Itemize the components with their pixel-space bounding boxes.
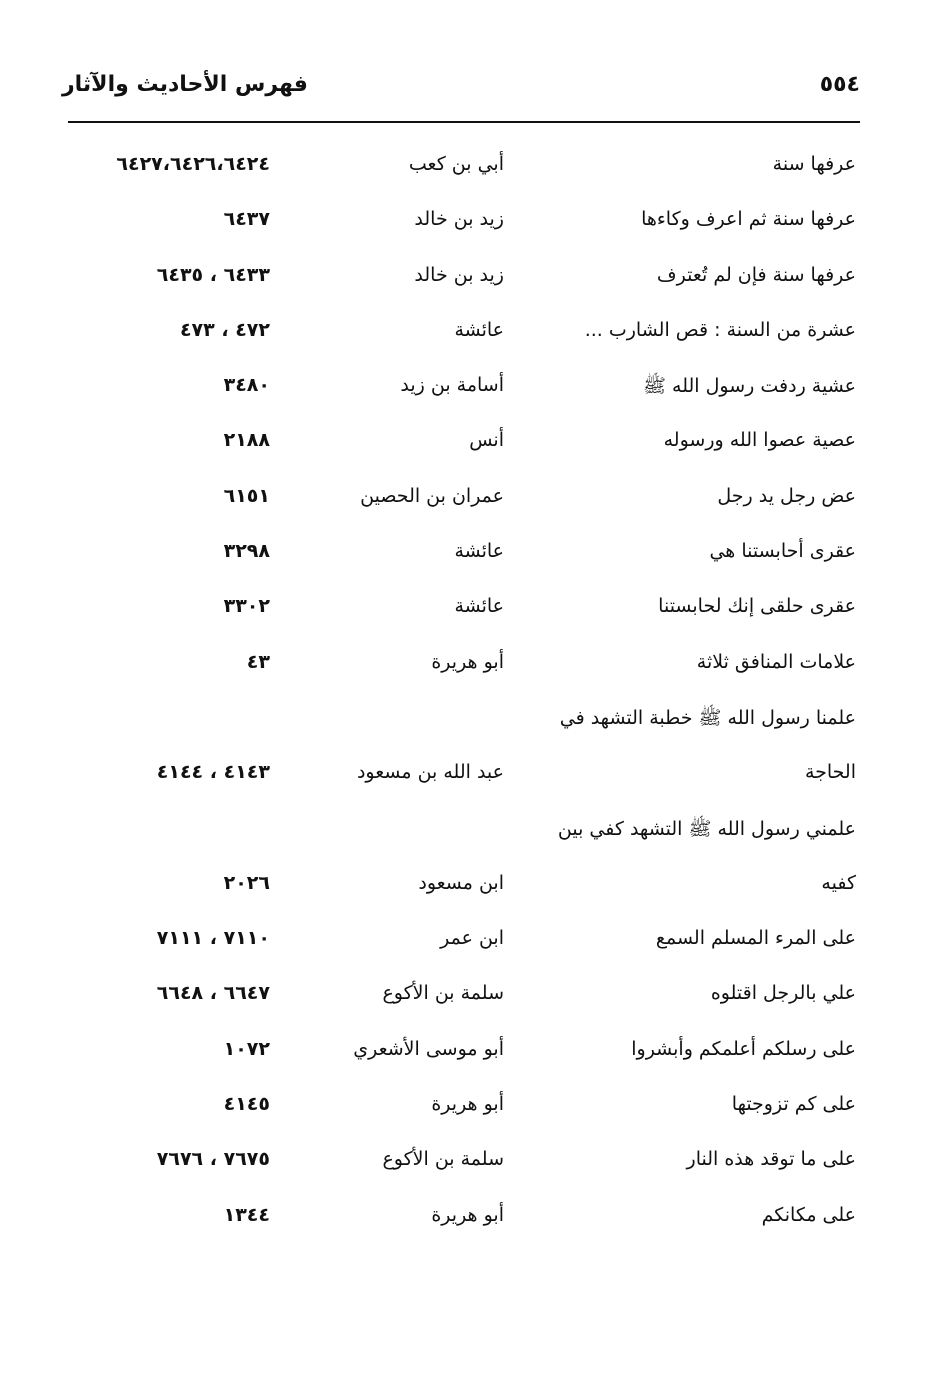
index-entry: كفيه ابن مسعود ٢٠٢٦ [0, 862, 932, 917]
index-entry: علمني رسول الله ﷺ التشهد كفي بين [0, 807, 932, 862]
index-entry: على المرء المسلم السمع ابن عمر ٧١١٠ ، ٧١١١ [0, 917, 932, 972]
entry-refs: ٣٢٩٨ [223, 540, 270, 563]
entry-refs: ٦٦٤٧ ، ٦٦٤٨ [156, 982, 270, 1005]
entry-refs: ١٠٧٢ [223, 1037, 270, 1060]
entry-refs: ٣٤٨٠ [223, 374, 270, 397]
index-entry: عقرى حلقى إنك لحابستنا عائشة ٣٣٠٢ [0, 585, 932, 640]
entry-narrator: ابن عمر [440, 927, 504, 950]
entry-narrator: عائشة [454, 595, 504, 618]
entry-narrator: سلمة بن الأكوع [382, 1148, 504, 1171]
entry-refs: ٤١٤٥ [223, 1093, 270, 1116]
entry-narrator: أسامة بن زيد [400, 374, 504, 397]
entry-narrator: ابن مسعود [418, 871, 504, 894]
index-entry: على مكانكم أبو هريرة ١٣٤٤ [0, 1194, 932, 1249]
entry-text: علمنا رسول الله ﷺ خطبة التشهد في [559, 706, 856, 729]
entry-text: على كم تزوجتها [731, 1093, 856, 1116]
entry-text: على ما توقد هذه النار [686, 1148, 856, 1171]
index-entry: على كم تزوجتها أبو هريرة ٤١٤٥ [0, 1083, 932, 1138]
entry-refs: ٦٤٢٧،٦٤٢٦،٦٤٢٤ [116, 153, 270, 175]
entry-text: عرفها سنة ثم اعرف وكاءها [641, 208, 856, 231]
entry-text: علامات المنافق ثلاثة [696, 650, 856, 673]
entry-refs: ٢٠٢٦ [223, 871, 270, 894]
entry-narrator: عمران بن الحصين [360, 484, 504, 507]
entry-text: عشية ردفت رسول الله ﷺ [643, 375, 856, 398]
header-rule [68, 121, 860, 123]
entry-refs: ٧٦٧٥ ، ٧٦٧٦ [156, 1148, 270, 1171]
entry-refs: ٤١٤٣ ، ٤١٤٤ [156, 761, 270, 784]
index-entry: عصية عصوا الله ورسوله أنس ٢١٨٨ [0, 419, 932, 474]
index-entry: عرفها سنة فإن لم تُعترف زيد بن خالد ٦٤٣٣ ،… [0, 254, 932, 309]
index-entry: الحاجة عبد الله بن مسعود ٤١٤٣ ، ٤١٤٤ [0, 751, 932, 806]
entry-refs: ١٣٤٤ [223, 1203, 270, 1226]
page-number: ٥٥٤ [819, 72, 860, 97]
entry-text: علمني رسول الله ﷺ التشهد كفي بين [557, 817, 856, 840]
entry-narrator: أبو هريرة [431, 1093, 504, 1116]
entry-narrator: أبو هريرة [431, 1203, 504, 1226]
entry-text: عض رجل يد رجل [717, 484, 856, 507]
entry-narrator: عائشة [454, 318, 504, 341]
running-header-title: فهرس الأحاديث والآثار [62, 72, 308, 97]
entry-text: على مكانكم [761, 1203, 856, 1226]
entry-text: عقرى حلقى إنك لحابستنا [658, 595, 856, 618]
entry-text: عرفها سنة [772, 153, 856, 175]
entry-refs: ٣٣٠٢ [223, 595, 270, 618]
entry-text: علي بالرجل اقتلوه [710, 982, 856, 1005]
index-entry: عقرى أحابستنا هي عائشة ٣٢٩٨ [0, 530, 932, 585]
entry-text: على المرء المسلم السمع [655, 927, 856, 950]
entry-text: على رسلكم أعلمكم وأبشروا [631, 1037, 856, 1060]
entry-refs: ٤٧٢ ، ٤٧٣ [179, 318, 270, 341]
entry-refs: ٤٣ [246, 650, 270, 673]
entry-narrator: سلمة بن الأكوع [382, 982, 504, 1005]
index-entry: عشرة من السنة : قص الشارب ... عائشة ٤٧٢ ، … [0, 309, 932, 364]
index-entry: على رسلكم أعلمكم وأبشروا أبو موسى الأشعري… [0, 1028, 932, 1083]
entry-narrator: أبو هريرة [431, 650, 504, 673]
entry-text: كفيه [821, 871, 856, 894]
entry-text: عقرى أحابستنا هي [709, 540, 856, 563]
index-entry: عض رجل يد رجل عمران بن الحصين ٦١٥١ [0, 475, 932, 530]
entry-text: عشرة من السنة : قص الشارب ... [584, 318, 856, 341]
entry-text: عصية عصوا الله ورسوله [663, 429, 856, 452]
index-entry: علمنا رسول الله ﷺ خطبة التشهد في [0, 696, 932, 751]
entry-narrator: أبو موسى الأشعري [353, 1037, 504, 1060]
index-entry: عرفها سنة أبي بن كعب ٦٤٢٧،٦٤٢٦،٦٤٢٤ [0, 143, 932, 198]
entry-refs: ٧١١٠ ، ٧١١١ [156, 927, 270, 950]
entry-narrator: أبي بن كعب [408, 153, 504, 175]
entry-narrator: زيد بن خالد [414, 263, 504, 286]
index-entry: عشية ردفت رسول الله ﷺ أسامة بن زيد ٣٤٨٠ [0, 364, 932, 419]
hadith-index-list: عرفها سنة أبي بن كعب ٦٤٢٧،٦٤٢٦،٦٤٢٤ عرفها س… [0, 143, 932, 1249]
entry-narrator: أنس [469, 429, 504, 452]
entry-text: الحاجة [804, 761, 856, 784]
entry-refs: ٢١٨٨ [223, 429, 270, 452]
index-entry: على ما توقد هذه النار سلمة بن الأكوع ٧٦٧٥ … [0, 1138, 932, 1193]
entry-refs: ٦٤٣٣ ، ٦٤٣٥ [156, 263, 270, 286]
entry-refs: ٦٤٣٧ [223, 208, 270, 231]
entry-refs: ٦١٥١ [223, 484, 270, 507]
entry-narrator: عبد الله بن مسعود [356, 761, 504, 784]
index-entry: علي بالرجل اقتلوه سلمة بن الأكوع ٦٦٤٧ ، ٦٦… [0, 972, 932, 1027]
entry-text: عرفها سنة فإن لم تُعترف [656, 263, 856, 286]
index-entry: علامات المنافق ثلاثة أبو هريرة ٤٣ [0, 641, 932, 696]
index-entry: عرفها سنة ثم اعرف وكاءها زيد بن خالد ٦٤٣٧ [0, 198, 932, 253]
entry-narrator: زيد بن خالد [414, 208, 504, 231]
entry-narrator: عائشة [454, 540, 504, 563]
